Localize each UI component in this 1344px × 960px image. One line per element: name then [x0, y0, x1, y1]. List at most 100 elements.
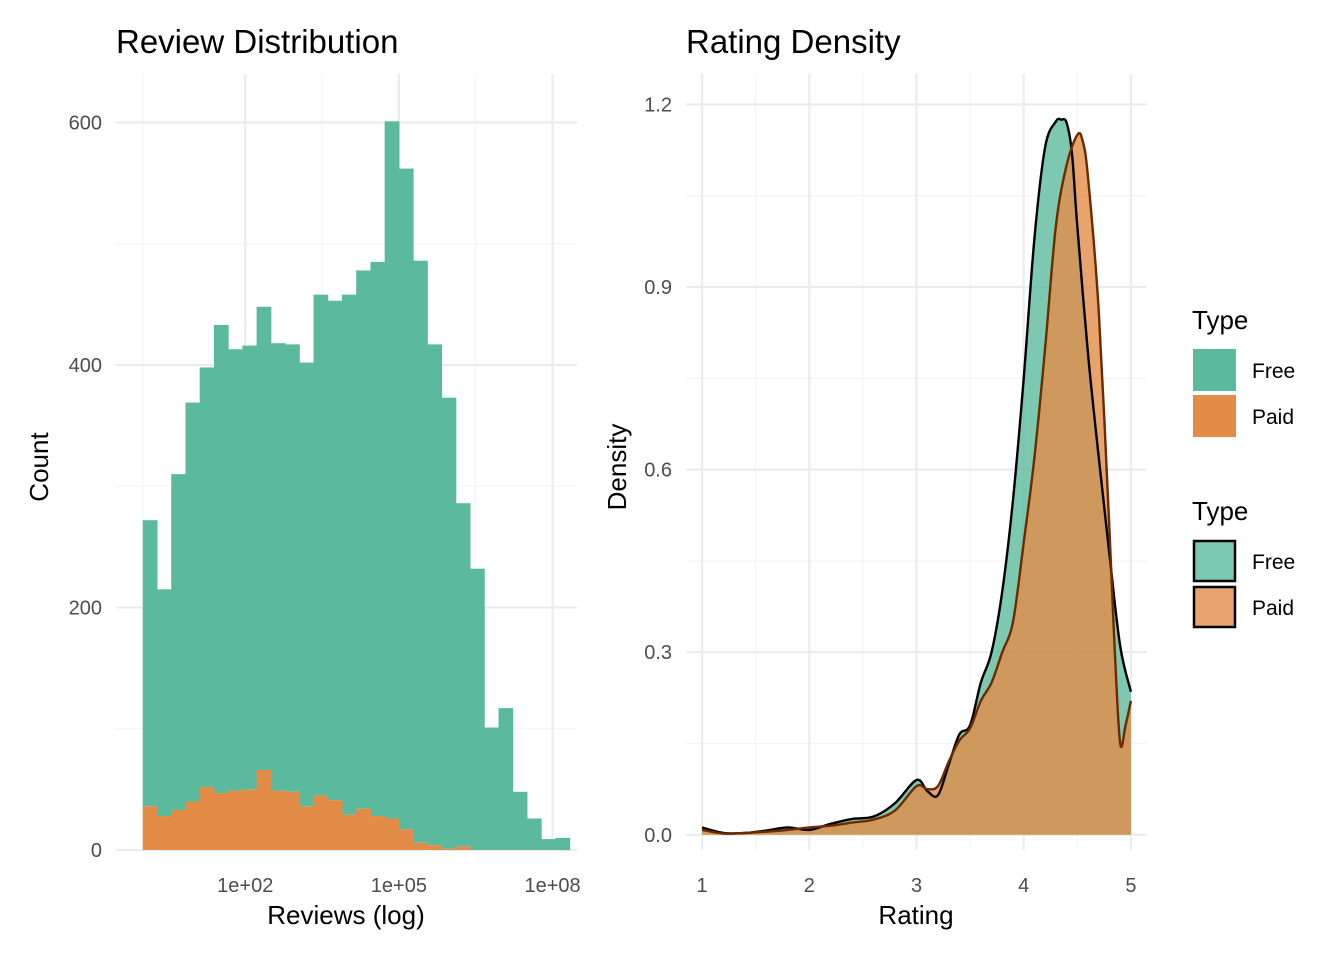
left-y-tick-label: 600: [69, 113, 102, 135]
bar-paid: [285, 791, 300, 850]
bar-free: [327, 300, 343, 801]
outline-legend: Type Free Paid: [1192, 496, 1295, 629]
bar-paid: [398, 829, 414, 850]
outline-legend-label-free: Free: [1252, 551, 1295, 574]
bar-paid: [384, 818, 400, 850]
bar-free: [256, 306, 272, 770]
right-y-tick-labels: 0.0 0.3 0.6 0.9 1.2: [644, 94, 672, 846]
bar-free: [455, 503, 471, 847]
paid-bars: [142, 769, 471, 850]
right-y-tick-label: 0.3: [644, 642, 672, 664]
left-x-tick-label: 1e+05: [371, 875, 427, 897]
bar-paid: [455, 846, 471, 850]
right-y-tick-label: 1.2: [644, 94, 672, 116]
bar-paid: [213, 793, 229, 850]
bar-paid: [299, 806, 315, 850]
bar-paid: [228, 790, 243, 850]
left-x-axis-title: Reviews (log): [267, 900, 425, 930]
right-y-tick-label: 0.9: [644, 277, 672, 299]
bar-free: [484, 727, 499, 850]
right-x-tick-label: 5: [1125, 875, 1136, 897]
right-y-tick-label: 0.0: [644, 825, 672, 847]
bar-free: [313, 294, 329, 796]
right-x-tick-labels: 1 2 3 4 5: [697, 875, 1137, 897]
bar-free: [213, 324, 229, 794]
bar-paid: [313, 795, 329, 850]
review-distribution-panel: 0 200 400 600 1e+02 1e+05 1e+08 Review Distri…: [24, 23, 581, 930]
bar-paid: [270, 790, 286, 850]
outline-legend-key-paid: [1192, 585, 1237, 629]
bar-free: [427, 344, 443, 846]
left-x-tick-label: 1e+02: [217, 875, 273, 897]
density-areas: [701, 117, 1133, 835]
bar-free: [199, 367, 215, 787]
bar-paid: [441, 848, 457, 850]
bar-free: [370, 261, 386, 817]
bar-free: [555, 837, 571, 850]
rating-density-panel: 0.0 0.3 0.6 0.9 1.2 1 2 3 4 5 Rating Density Rat…: [602, 23, 1147, 930]
bar-free: [526, 818, 542, 850]
bar-paid: [157, 816, 172, 850]
bar-paid: [327, 800, 343, 850]
outline-legend-title: Type: [1192, 496, 1248, 526]
outline-legend-label-paid: Paid: [1252, 597, 1294, 620]
bar-free: [356, 270, 371, 809]
bar-paid: [256, 769, 272, 850]
density-line-paid: [701, 131, 1133, 835]
bar-free: [413, 260, 428, 843]
right-y-tick-label: 0.6: [644, 460, 672, 482]
left-y-axis-title: Count: [24, 432, 54, 502]
bar-paid: [413, 842, 428, 850]
fill-legend: Type Free Paid: [1192, 305, 1295, 437]
right-y-axis-title: Density: [602, 424, 632, 511]
bar-paid: [185, 801, 201, 850]
density-area-paid: [702, 133, 1131, 835]
bar-paid: [242, 789, 258, 850]
left-x-tick-labels: 1e+02 1e+05 1e+08: [217, 875, 581, 897]
bar-free: [541, 839, 556, 850]
bar-paid: [199, 786, 215, 850]
bar-paid: [171, 809, 186, 850]
bar-free: [441, 397, 457, 849]
right-x-tick-label: 1: [697, 875, 708, 897]
bar-free: [341, 294, 357, 815]
bar-paid: [427, 845, 443, 850]
left-panel-title: Review Distribution: [116, 23, 398, 60]
fill-legend-key-paid: [1193, 395, 1236, 437]
bar-free: [398, 168, 414, 830]
left-y-tick-label: 200: [69, 598, 102, 620]
bar-free: [285, 344, 300, 792]
bar-paid: [142, 806, 158, 850]
left-y-tick-labels: 0 200 400 600: [69, 113, 102, 863]
bar-free: [171, 474, 186, 810]
left-y-tick-label: 400: [69, 355, 102, 377]
left-y-tick-label: 0: [91, 840, 102, 862]
bar-free: [384, 121, 400, 819]
bar-free: [299, 362, 315, 807]
bar-free: [512, 791, 528, 850]
bar-free: [242, 345, 258, 790]
bar-free: [185, 402, 201, 802]
fill-legend-title: Type: [1192, 305, 1248, 335]
bar-free: [470, 568, 485, 850]
bar-paid: [370, 816, 386, 850]
free-bars: [142, 121, 571, 850]
outline-legend-key-free: [1192, 539, 1237, 583]
bar-paid: [356, 808, 371, 850]
right-x-tick-label: 4: [1018, 875, 1029, 897]
bar-free: [142, 520, 158, 807]
fill-legend-label-paid: Paid: [1252, 406, 1294, 429]
bar-free: [498, 708, 514, 850]
left-x-tick-label: 1e+08: [524, 875, 580, 897]
right-panel-title: Rating Density: [686, 23, 901, 60]
bar-free: [270, 343, 286, 791]
fill-legend-key-free: [1193, 349, 1236, 391]
right-x-tick-label: 2: [804, 875, 815, 897]
bar-free: [157, 589, 172, 817]
bar-free: [228, 349, 243, 791]
right-x-tick-label: 3: [911, 875, 922, 897]
fill-legend-label-free: Free: [1252, 360, 1295, 383]
bar-paid: [341, 814, 357, 850]
right-x-axis-title: Rating: [878, 900, 953, 930]
